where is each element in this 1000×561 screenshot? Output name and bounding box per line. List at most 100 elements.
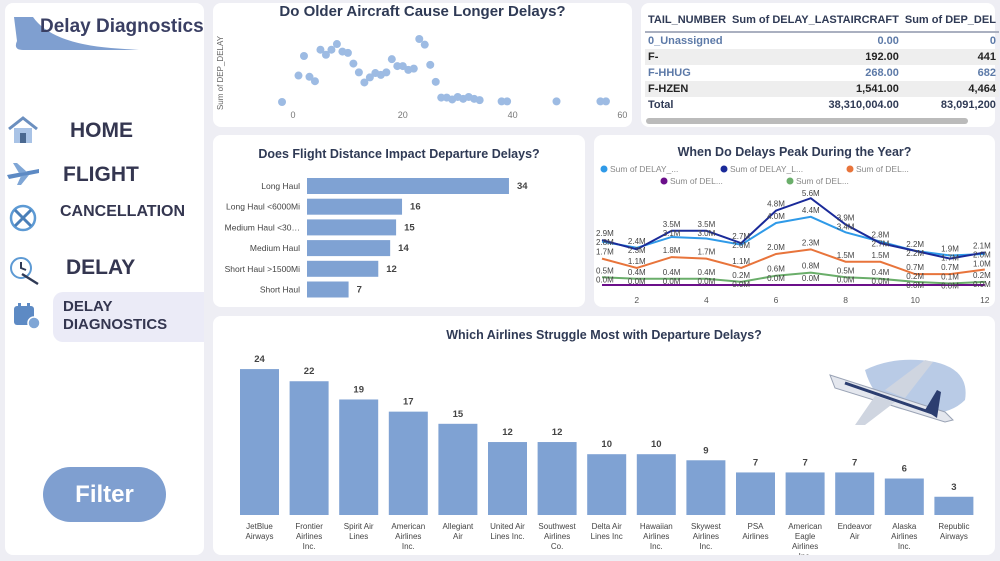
nav-delay-diagnostics[interactable]: DELAY DIAGNOSTICS (14, 292, 204, 342)
monthly-panel: When Do Delays Peak During the Year? Sum… (594, 135, 995, 307)
nav-delay-diagnostics-label: DELAY DIAGNOSTICS (63, 298, 168, 333)
data-label: 2.0M (767, 243, 785, 252)
data-label: 2.2M (906, 240, 924, 249)
table-row[interactable]: F- 192.00 441 (645, 49, 999, 65)
col-tail-number[interactable]: TAIL_NUMBER (645, 3, 730, 33)
col-dep-delay[interactable]: Sum of DEP_DEL (901, 3, 999, 33)
data-label: 3.5M (663, 220, 681, 229)
nav-home[interactable]: HOME (5, 111, 204, 151)
col-delay-lastaircraft[interactable]: Sum of DELAY_LASTAIRCRAFT (729, 3, 902, 33)
bar (289, 381, 329, 515)
category-label: Southwest Airlines Co. (538, 522, 576, 551)
x-tick-label: 20 (398, 110, 408, 120)
home-icon (8, 116, 38, 143)
table-panel: TAIL_NUMBER Sum of DELAY_LASTAIRCRAFT Sum … (641, 3, 999, 127)
data-label: 3.1M (663, 229, 681, 238)
airlines-bar-chart: 24 JetBlue Airways 22 Frontier Airlines Inc. 19… (240, 354, 974, 555)
bar (587, 454, 627, 515)
data-label: 0.2M (906, 272, 924, 281)
scatter-point (503, 97, 512, 106)
data-label: 0.7M (941, 263, 959, 272)
scatter-point (332, 40, 341, 49)
category-label: Medium Haul <30… (225, 222, 300, 232)
data-label: 0.0M (837, 275, 855, 284)
scatter-point (497, 97, 506, 106)
filter-button[interactable]: Filter (43, 467, 166, 522)
airlines-title: Which Airlines Struggle Most with Depart… (446, 328, 762, 342)
data-label: 0.0M (698, 277, 716, 286)
bar (307, 178, 509, 194)
cell: 83,091,200 (940, 99, 996, 111)
scatter-point (299, 52, 308, 61)
nav-delay-label: DELAY (66, 256, 136, 279)
data-label: 22 (304, 366, 315, 377)
bar (884, 478, 924, 515)
data-label: 5.6M (802, 189, 820, 198)
data-label: 0.0M (596, 275, 614, 284)
scatter-point (349, 59, 358, 68)
data-label: 7 (753, 457, 758, 468)
data-label: 15 (453, 409, 464, 420)
scatter-point (382, 68, 391, 77)
scatter-point (393, 62, 402, 71)
data-label: 0.0M (906, 281, 924, 290)
table-row[interactable]: F-HZEN 1,541.00 4,464 (645, 81, 999, 97)
data-label: 0.5M (837, 266, 855, 275)
data-label: 0.1M (941, 272, 959, 281)
legend-marker (846, 165, 854, 173)
bar (686, 460, 726, 515)
scatter-point (420, 40, 429, 49)
scatter-point (310, 77, 319, 86)
bar (785, 472, 825, 515)
data-label: 1.1M (732, 257, 750, 266)
category-label: American Airlines Inc. (391, 522, 425, 551)
bar (240, 369, 279, 515)
category-label: Delta Air Lines Inc (591, 522, 623, 541)
data-label: 0.7M (906, 263, 924, 272)
data-label: 0.8M (802, 262, 820, 271)
horizontal-scrollbar[interactable] (646, 118, 968, 124)
x-tick-label: 10 (910, 295, 920, 305)
data-label: 4.4M (802, 206, 820, 215)
data-label: 1.7M (941, 254, 959, 263)
category-label: Medium Haul (250, 243, 300, 253)
cell: 441 (901, 49, 999, 65)
table-row[interactable]: 0_Unassigned 0.00 0 (645, 32, 999, 49)
cell: Total (648, 99, 674, 111)
monthly-title: When Do Delays Peak During the Year? (677, 145, 912, 159)
airlines-panel: Which Airlines Struggle Most with Depart… (213, 316, 995, 555)
nav-flight[interactable]: FLIGHT (5, 155, 204, 195)
bar (488, 442, 527, 515)
nav-cancellation[interactable]: CANCELLATION (5, 195, 204, 235)
bar (636, 454, 676, 515)
scatter-title: Do Older Aircraft Cause Longer Delays? (279, 3, 566, 20)
distance-bar-chart: Long Haul 34 Long Haul <6000Mi 16 Medium Hau… (225, 178, 528, 298)
scatter-point (437, 93, 446, 102)
data-label: 4.0M (767, 212, 785, 221)
data-label: 1.8M (663, 246, 681, 255)
data-label: 2.1M (973, 241, 991, 250)
scatter-point (365, 73, 374, 82)
scatter-point (387, 55, 396, 64)
scatter-point (327, 45, 336, 54)
data-label: 12 (502, 427, 513, 438)
nav-delay[interactable]: DELAY (5, 248, 204, 288)
cell: 0 (989, 35, 996, 47)
bar (307, 281, 349, 298)
data-label: 7 (802, 457, 807, 468)
data-label: 3.4M (837, 223, 855, 232)
category-label: Long Haul (261, 181, 300, 191)
table-row[interactable]: F-HHUG 268.00 682 (645, 65, 999, 81)
distance-panel: Does Flight Distance Impact Departure De… (213, 135, 585, 307)
data-label: 0.0M (802, 274, 820, 283)
data-label: 10 (651, 439, 662, 450)
category-label: Frontier Airlines Inc. (295, 522, 323, 551)
bar (388, 411, 428, 515)
data-label: 0.4M (872, 268, 890, 277)
category-label: Allegiant Air (443, 522, 474, 541)
cell: F-HZEN (645, 81, 730, 97)
data-label: 3 (951, 482, 956, 493)
legend-label: Sum of DEL... (670, 176, 723, 186)
tail-number-table: TAIL_NUMBER Sum of DELAY_LASTAIRCRAFT Sum … (645, 3, 999, 113)
bar (934, 496, 974, 515)
